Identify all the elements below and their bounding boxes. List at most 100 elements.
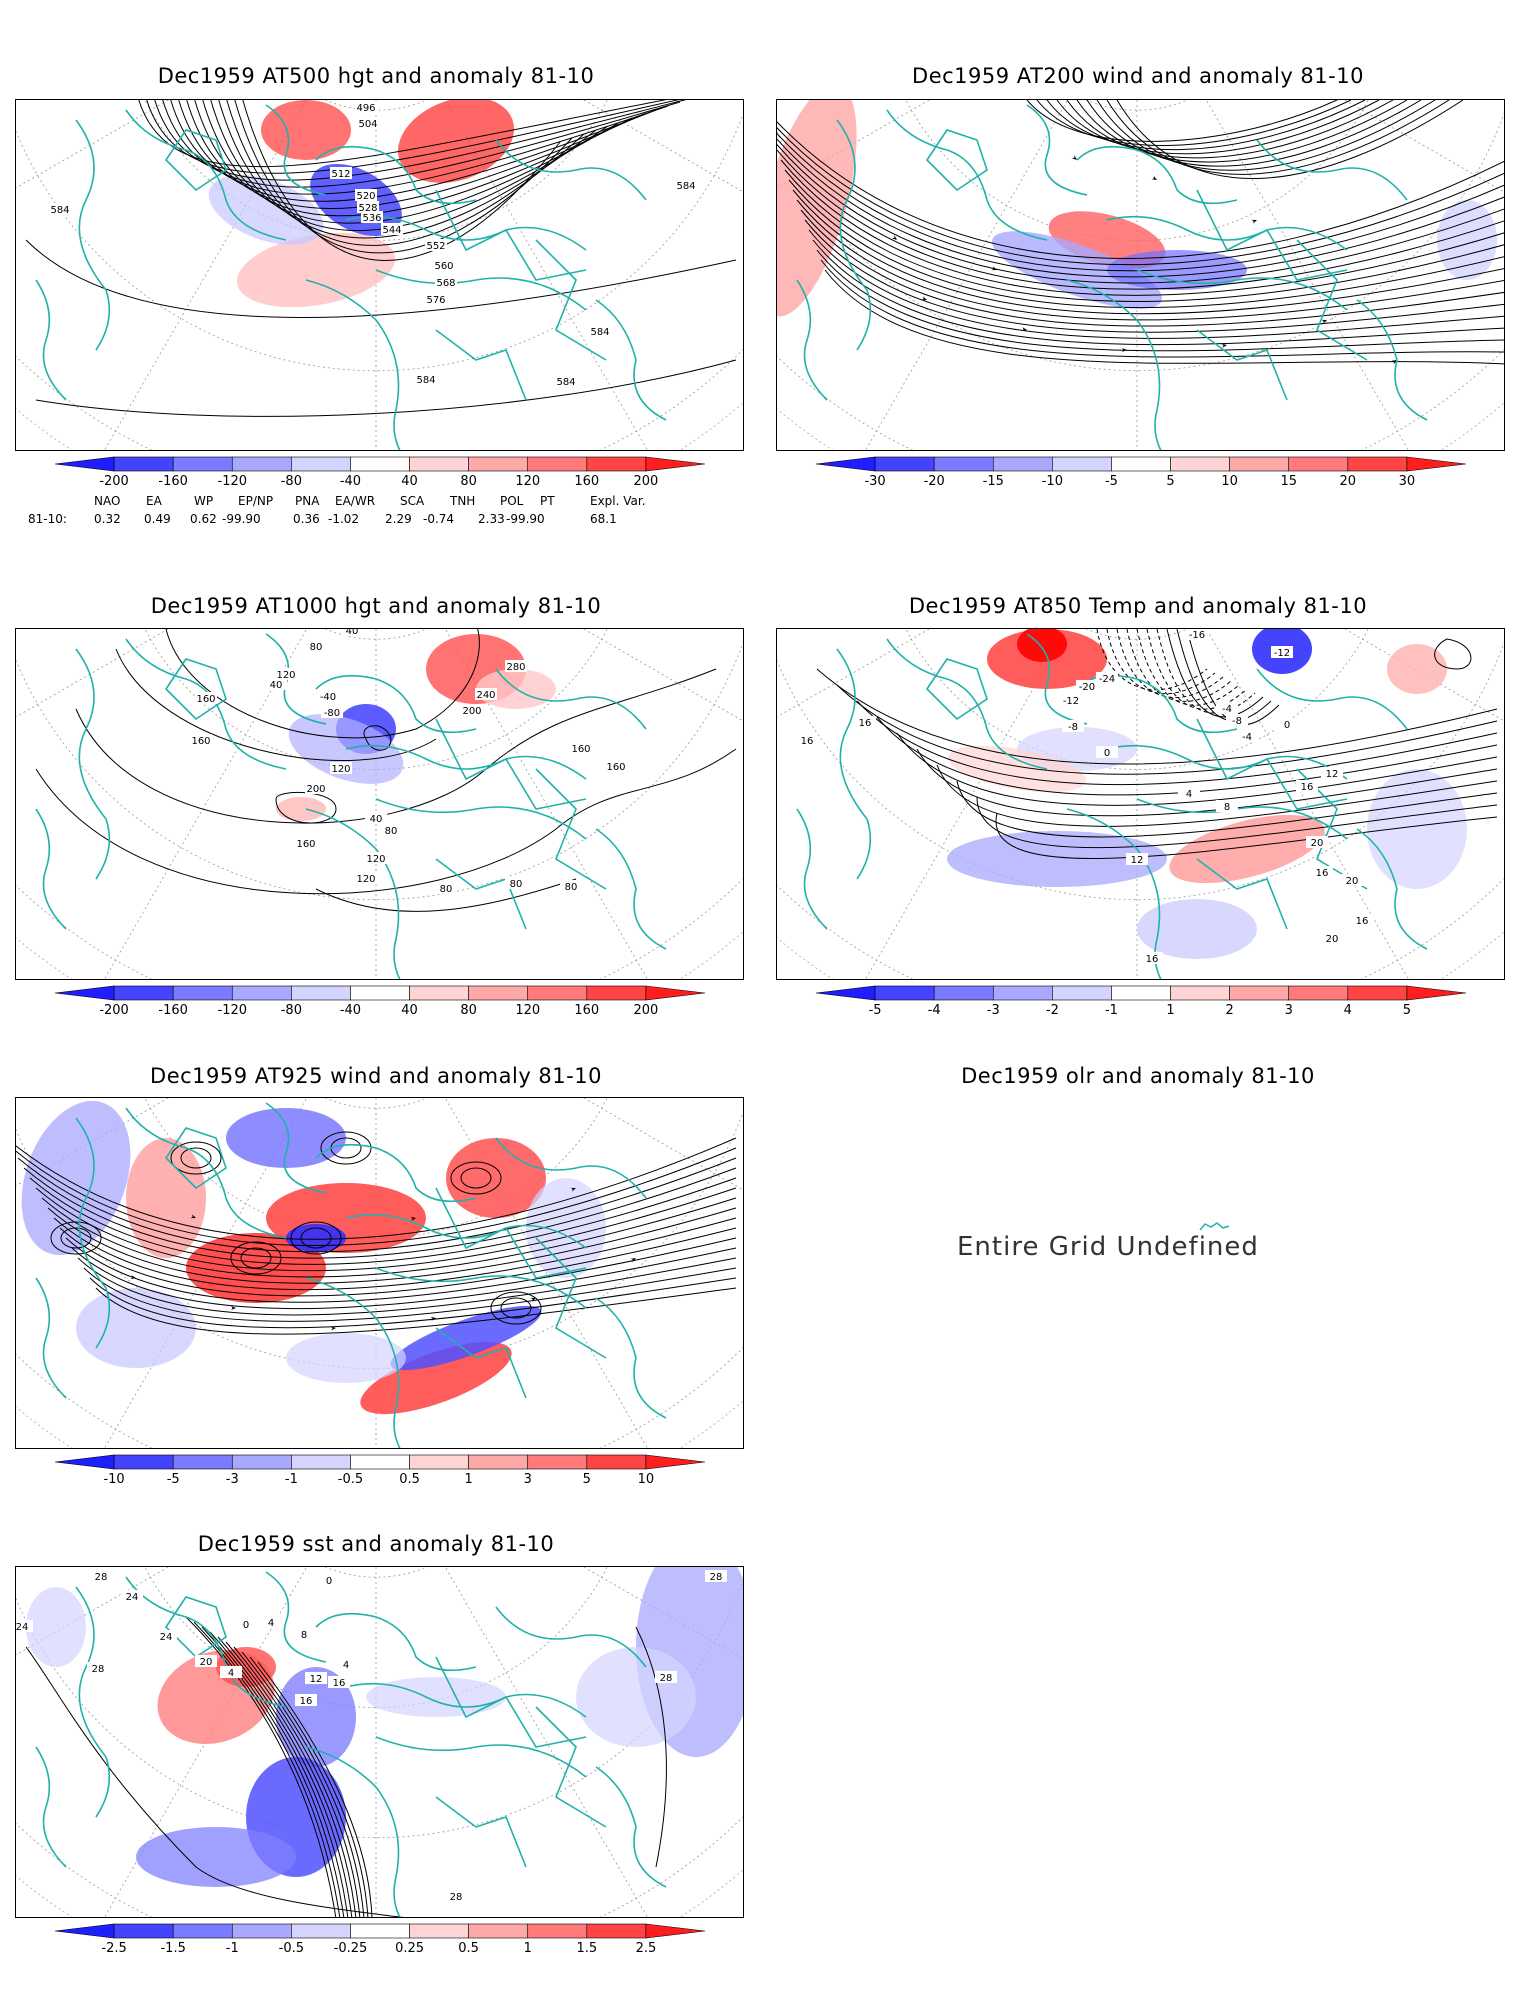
contour-line <box>217 1636 353 1917</box>
colorbar-tick-label: -3 <box>226 1472 239 1487</box>
contour-label-bg <box>675 179 697 191</box>
colorbar-swatch <box>1052 985 1112 1001</box>
colorbar-swatch <box>815 985 876 1001</box>
index-header: PT <box>540 494 555 508</box>
contour-line <box>89 1277 737 1329</box>
index-header: EA/WR <box>335 494 376 508</box>
index-header: Expl. Var. <box>590 494 646 508</box>
contour-label-bg <box>235 1618 257 1630</box>
contour-line <box>816 249 1504 352</box>
contour-line <box>1126 629 1232 702</box>
colorbar-tick-label: -4 <box>928 1003 941 1018</box>
contour-label-bg <box>293 1628 315 1640</box>
contour-label-bg <box>435 276 457 288</box>
anomaly-shading <box>1137 899 1257 959</box>
coastline <box>1066 279 1188 450</box>
colorbar-tick-label: 1 <box>1166 1003 1174 1018</box>
anomaly-shading <box>446 1138 546 1218</box>
coastline <box>305 1277 427 1448</box>
flow-arrowhead <box>330 1326 336 1331</box>
contour-line <box>183 100 645 209</box>
colorbar-swatch <box>1111 456 1171 472</box>
contour-label: -40 <box>320 692 336 703</box>
index-row-label: 81-10: <box>28 512 67 526</box>
contour-line <box>223 100 585 246</box>
anomaly-shading <box>226 1108 346 1168</box>
coastline <box>125 1107 287 1239</box>
colorbar-swatch <box>1288 456 1349 472</box>
contour-label: 80 <box>565 882 578 893</box>
contour-label: 528 <box>358 203 377 214</box>
contour-line <box>876 716 1498 796</box>
contour-label: 584 <box>416 375 435 386</box>
contour-label: 512 <box>331 169 350 180</box>
colorbar-tick-label: -120 <box>218 1003 248 1018</box>
flow-arrowhead <box>1321 319 1327 324</box>
contour-line <box>135 100 717 168</box>
anomaly-shading <box>947 745 1087 793</box>
coastline <box>1356 828 1428 950</box>
colorbar-swatch <box>992 456 1053 472</box>
contour-label: 16 <box>1146 954 1159 965</box>
coastline <box>435 858 527 930</box>
contour-line <box>777 100 1504 259</box>
contour-line <box>275 791 337 824</box>
colorbar-swatch <box>291 456 351 472</box>
colorbar-tick-label: -5 <box>1105 474 1118 489</box>
contour-line <box>635 1626 667 1868</box>
contour-label-bg <box>1226 714 1248 726</box>
colorbar-swatch <box>231 985 292 1001</box>
colorbar-swatch <box>291 985 351 1001</box>
map-panel-200wind <box>776 99 1505 451</box>
contour-label: 40 <box>270 680 283 691</box>
contour-label: 16 <box>333 1678 346 1689</box>
contour-label: 80 <box>510 879 523 890</box>
contour-label: 576 <box>426 295 445 306</box>
colorbar-tick-label: 2.5 <box>636 1941 657 1956</box>
longitude-gridline <box>1136 629 1418 979</box>
contour-label-bg <box>355 101 377 113</box>
contour-label: 200 <box>462 706 481 717</box>
panel-title-925: Dec1959 AT925 wind and anomaly 81-10 <box>150 1064 602 1088</box>
contour-label: 160 <box>196 694 215 705</box>
index-value: 0.49 <box>144 512 171 526</box>
contour-label-bg <box>49 203 71 215</box>
contour-label-bg <box>555 375 577 387</box>
contour-label: -12 <box>1274 648 1290 659</box>
contour-line <box>159 100 681 188</box>
coastline <box>265 1102 327 1194</box>
coastline <box>125 109 287 241</box>
colorbar-swatch <box>172 985 233 1001</box>
colorbar-tick-label: 200 <box>633 474 658 489</box>
contour-label-bg <box>87 1662 109 1674</box>
contour-label: 28 <box>710 1572 723 1583</box>
contour-label: 16 <box>1301 782 1314 793</box>
colorbar-swatch <box>645 1454 706 1470</box>
contour-label-bg <box>155 1630 177 1642</box>
contour-line <box>856 700 1498 786</box>
colorbar-swatch <box>113 985 174 1001</box>
contour-line <box>836 684 1498 775</box>
contour-label-bg <box>1060 694 1082 706</box>
coastline <box>35 279 67 401</box>
colorbar-swatch <box>645 985 706 1001</box>
contour-label: 28 <box>95 1572 108 1583</box>
contour-line <box>450 1161 502 1195</box>
colorbar-swatch <box>231 1454 292 1470</box>
contour-label-bg <box>1236 730 1258 742</box>
colorbar-tick-label: -15 <box>983 474 1004 489</box>
contour-label: 12 <box>1131 855 1144 866</box>
index-header: TNH <box>450 494 476 508</box>
map-panel-1000hgt: 40 80 120 -40 -80 40 160 160 200 160 280 240 200 160 1… <box>15 628 744 980</box>
colorbar-tick-label: 0.5 <box>458 1941 479 1956</box>
index-value: 68.1 <box>590 512 617 526</box>
index-value: 0.32 <box>94 512 121 526</box>
contour-line <box>257 1661 373 1917</box>
contour-label: 200 <box>306 784 325 795</box>
contour-label-bg <box>330 762 352 774</box>
anomaly-shading <box>208 175 324 245</box>
contour-label-bg <box>589 325 611 337</box>
colorbar-swatch <box>586 1923 647 1939</box>
contour-line <box>1434 638 1472 670</box>
anomaly-shading <box>576 1647 696 1747</box>
